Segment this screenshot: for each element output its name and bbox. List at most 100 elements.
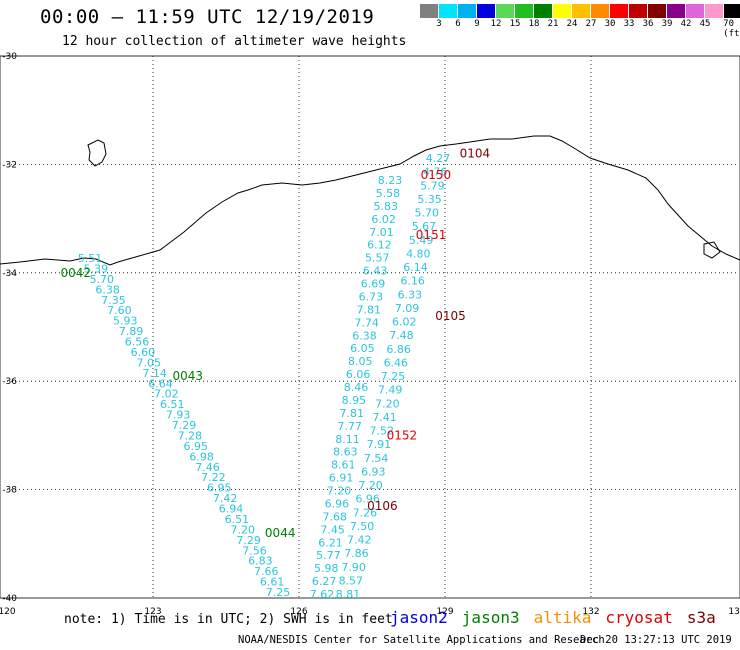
wave-height-value: 8.81	[336, 588, 361, 601]
wave-height-value: 6.60	[131, 346, 156, 359]
altimeter-track-c: 4.274.765.795.355.705.675.494.806.146.16…	[336, 152, 451, 601]
legend-tick: 18	[528, 19, 540, 29]
wave-height-value: 6.94	[219, 503, 244, 516]
wave-height-value: 6.02	[392, 316, 417, 329]
wave-height-value: 7.25	[381, 370, 406, 383]
wave-height-value: 8.95	[342, 394, 367, 407]
axis-labels: 120 123 126 129 132 135 -30 -32 -34 -36 -38 -40	[0, 52, 740, 617]
wave-height-value: 6.21	[318, 536, 343, 549]
legend-swatch	[686, 4, 705, 18]
legend-swatch	[439, 4, 458, 18]
altimeter-track-a: 5.515.395.706.387.357.605.937.896.566.60…	[78, 252, 291, 599]
wave-height-value: 7.81	[340, 407, 365, 420]
footer-note: note: 1) Time is in UTC; 2) SWH is in fe…	[64, 612, 393, 627]
wave-height-value: 6.02	[371, 213, 396, 226]
wave-height-value: 6.95	[184, 440, 209, 453]
legend-swatch	[667, 4, 686, 18]
wave-height-value: 8.57	[339, 574, 364, 587]
pass-time-label: 0104	[460, 147, 491, 161]
altimeter-track-b: 8.235.585.836.027.016.125.576.436.696.73…	[310, 174, 403, 601]
wave-height-value: 5.79	[420, 179, 445, 192]
wave-height-value: 7.35	[101, 294, 126, 307]
legend-tick: 45	[699, 19, 711, 29]
map-title: 00:00 – 11:59 UTC 12/19/2019	[40, 6, 375, 28]
wave-height-value: 7.02	[154, 388, 179, 401]
coastline	[0, 135, 740, 266]
wave-height-value: 6.05	[350, 342, 375, 355]
legend-swatch	[648, 4, 667, 18]
wave-height-value: 5.51	[78, 252, 103, 265]
wave-height-value: 7.68	[323, 510, 348, 523]
wave-height-value: 6.16	[400, 275, 425, 288]
lon-tick-label: 120	[0, 607, 16, 617]
lon-tick-label: 135	[728, 607, 740, 617]
wave-height-value: 7.25	[266, 586, 291, 599]
wave-height-value: 7.20	[358, 479, 383, 492]
wave-height-value: 5.35	[417, 193, 442, 206]
lat-tick-label: -36	[2, 377, 17, 387]
wave-height-value: 4.80	[406, 247, 431, 260]
legend-swatch	[515, 4, 534, 18]
wave-height-value: 7.45	[320, 523, 345, 536]
wave-height-value: 7.41	[372, 411, 397, 424]
wave-height-value: 6.38	[95, 283, 120, 296]
pass-time-labels: 0042 0043 0044 0104 0150 0151 0105 0152 0106	[61, 147, 491, 540]
wave-height-value: 7.66	[254, 565, 279, 578]
wave-height-value: 7.89	[119, 325, 144, 338]
legend-tick: 6	[455, 19, 461, 29]
legend-swatch	[572, 4, 591, 18]
pass-time-label: 0105	[435, 309, 466, 323]
wave-height-value: 6.12	[367, 239, 392, 252]
footer-timestamp: Dec 20 13:27:13 UTC 2019	[580, 634, 732, 646]
wave-height-value: 6.33	[398, 288, 423, 301]
lat-tick-label: -30	[2, 52, 17, 62]
wave-height-value: 5.83	[374, 200, 399, 213]
wave-height-value: 5.93	[113, 315, 138, 328]
wave-height-value: 6.27	[312, 575, 337, 588]
lon-tick-label: 123	[144, 607, 161, 617]
wave-height-value: 6.46	[384, 356, 409, 369]
legend-swatch	[458, 4, 477, 18]
graticule-grid	[7, 56, 737, 598]
lat-tick-label: -38	[2, 486, 17, 496]
wave-height-value: 4.27	[426, 152, 451, 165]
wave-height-value: 6.96	[325, 497, 350, 510]
satellite-legend-item: altika	[533, 608, 592, 627]
wave-height-value: 7.05	[137, 356, 162, 369]
wave-height-value: 7.48	[389, 329, 414, 342]
pass-time-label: 0150	[421, 168, 452, 182]
wave-height-value: 8.46	[344, 381, 369, 394]
coastline-path	[0, 135, 740, 266]
wave-height-value: 5.67	[412, 220, 437, 233]
wave-height-value: 6.91	[329, 472, 354, 485]
legend-tick: 42	[680, 19, 692, 29]
legend-swatch	[591, 4, 610, 18]
legend-swatch	[629, 4, 648, 18]
wave-height-value: 7.90	[341, 561, 366, 574]
wave-height-value: 6.56	[125, 336, 150, 349]
legend-tick: 24	[566, 19, 578, 29]
wave-height-value: 6.69	[361, 278, 386, 291]
wave-height-value: 5.77	[316, 549, 341, 562]
wave-height-value: 7.54	[364, 452, 389, 465]
pass-time-label: 0044	[265, 526, 296, 540]
pass-time-label: 0152	[387, 428, 418, 442]
pass-time-label: 0042	[61, 266, 92, 280]
wave-height-value: 6.14	[403, 261, 428, 274]
wave-height-value: 7.74	[354, 316, 379, 329]
legend-swatch	[420, 4, 439, 18]
wave-height-value: 7.77	[337, 420, 362, 433]
legend-tick: 33	[623, 19, 635, 29]
wave-height-value: 6.98	[189, 450, 214, 463]
wave-height-value: 7.29	[236, 534, 261, 547]
wave-height-value: 6.43	[363, 265, 388, 278]
wave-height-value: 5.70	[90, 273, 115, 286]
wave-height-value: 5.98	[314, 562, 339, 575]
wave-height-value: 4.76	[423, 166, 448, 179]
wave-height-value: 7.91	[367, 438, 392, 451]
wave-height-value: 7.20	[231, 523, 256, 536]
wave-height-value: 7.09	[395, 302, 420, 315]
wave-height-value: 5.70	[415, 207, 440, 220]
wave-height-value: 7.26	[353, 506, 378, 519]
